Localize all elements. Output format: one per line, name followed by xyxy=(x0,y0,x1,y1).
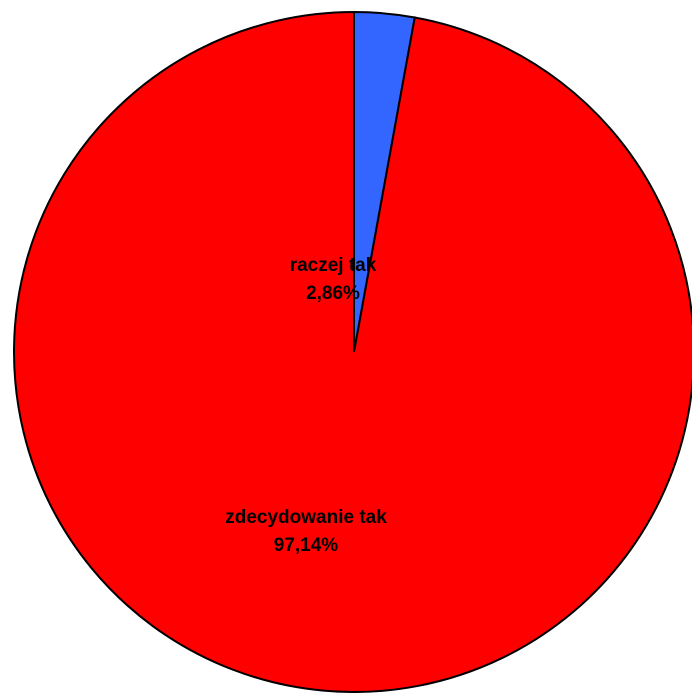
pie-slice xyxy=(13,10,692,693)
slice-label: raczej tak 2,86% xyxy=(263,252,403,308)
value-label: 97,14% xyxy=(273,535,339,556)
category-label: zdecydowanie tak xyxy=(225,507,387,528)
slice-label: zdecydowanie tak 97,14% xyxy=(211,504,401,560)
category-label: raczej tak xyxy=(289,255,377,276)
value-label: 2,86% xyxy=(306,283,360,304)
